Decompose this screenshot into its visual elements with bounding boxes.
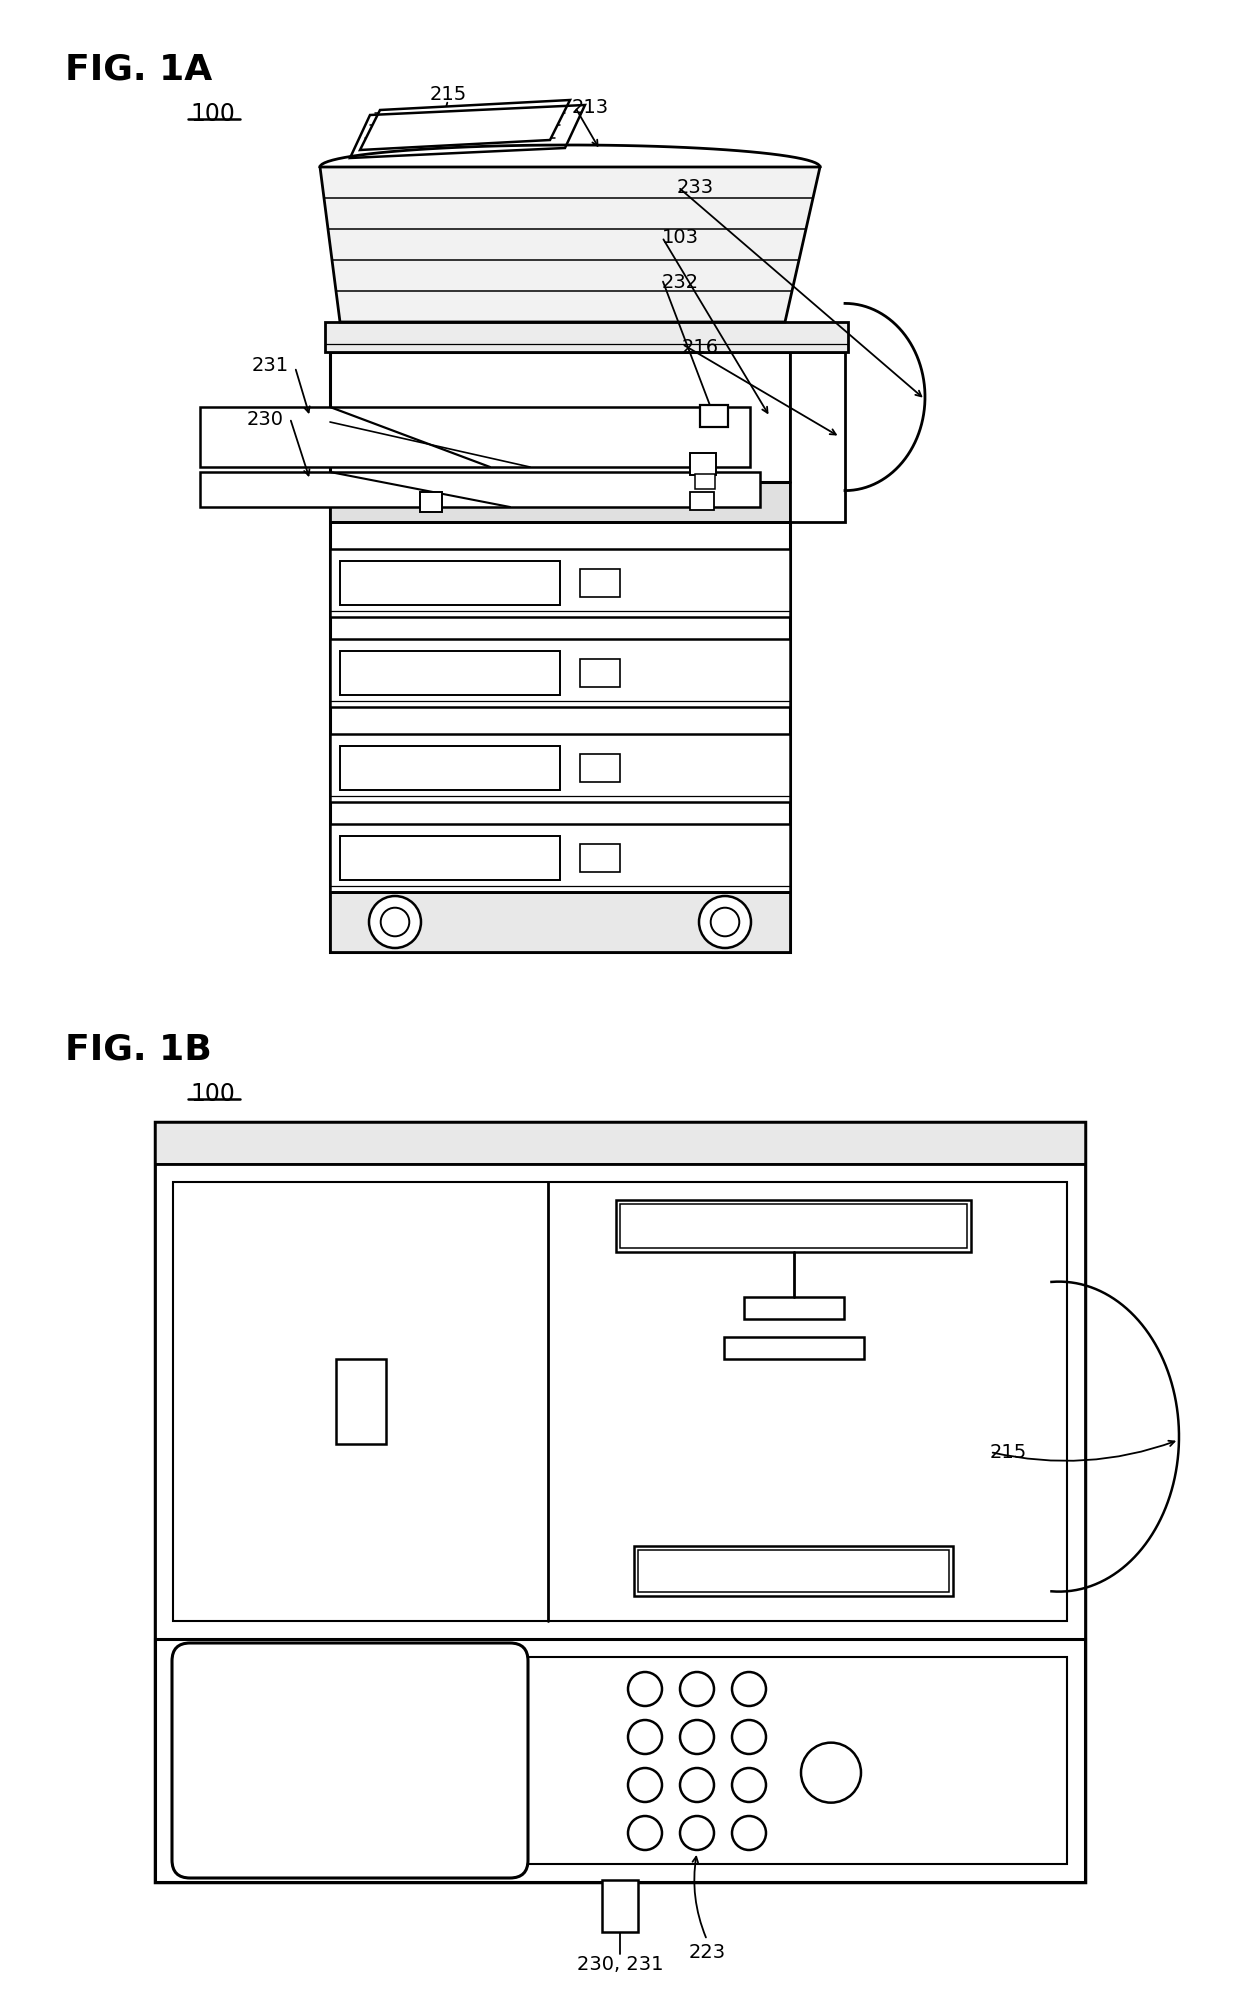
Bar [694,475,715,489]
Circle shape [732,1672,766,1706]
Circle shape [680,1672,714,1706]
Bar [174,1181,1066,1622]
Circle shape [680,1817,714,1849]
Bar [340,746,560,791]
Bar [336,1358,386,1445]
Bar [330,891,790,952]
Bar [580,569,620,598]
Bar [689,453,715,475]
Text: 213: 213 [572,97,609,117]
Circle shape [732,1720,766,1754]
Circle shape [627,1769,662,1803]
Bar [724,1338,864,1358]
Polygon shape [320,167,820,322]
Text: FIG. 1A: FIG. 1A [64,52,212,87]
Circle shape [732,1817,766,1849]
Bar [155,1640,1085,1881]
Polygon shape [200,406,750,467]
Circle shape [627,1672,662,1706]
Circle shape [699,895,751,948]
Polygon shape [360,101,570,151]
Bar [580,754,620,783]
Bar [580,660,620,686]
Bar [340,561,560,606]
Bar [639,1549,950,1591]
Bar [330,640,790,706]
Bar [155,1123,1085,1165]
Circle shape [680,1720,714,1754]
Bar [790,352,844,521]
Circle shape [801,1742,861,1803]
Polygon shape [200,473,760,507]
Bar [701,404,728,427]
Text: 100: 100 [190,103,234,127]
Text: FIG. 1B: FIG. 1B [64,1032,212,1066]
Text: 223: 223 [688,1942,725,1962]
Bar [330,549,790,618]
Bar [580,843,620,871]
Bar [616,1199,971,1251]
Bar [330,483,790,521]
Bar [340,837,560,879]
Bar [155,1123,1085,1881]
Text: 232: 232 [661,272,698,292]
Bar [174,1658,1066,1863]
Text: 215: 215 [429,85,466,103]
Bar [420,493,441,511]
Text: 230, 231: 230, 231 [577,1954,663,1974]
Bar [155,1165,1085,1640]
Bar [634,1545,954,1596]
Bar [330,734,790,803]
Bar [601,1879,639,1932]
Circle shape [627,1720,662,1754]
Bar [744,1298,843,1320]
Text: 216: 216 [682,338,718,356]
Text: 215: 215 [990,1443,1027,1461]
Circle shape [370,895,422,948]
Bar [330,473,790,952]
Text: 103: 103 [661,227,698,247]
Bar [330,352,790,483]
Circle shape [711,907,739,936]
Bar [620,1203,967,1247]
Bar [330,825,790,891]
Circle shape [680,1769,714,1803]
Text: 230: 230 [247,410,284,429]
Circle shape [732,1769,766,1803]
Text: 100: 100 [190,1082,234,1107]
Text: 231: 231 [252,356,289,374]
FancyBboxPatch shape [172,1644,528,1877]
Text: 233: 233 [677,177,713,197]
Bar [325,322,848,352]
Bar [689,493,714,509]
Circle shape [627,1817,662,1849]
Circle shape [381,907,409,936]
Bar [340,652,560,694]
